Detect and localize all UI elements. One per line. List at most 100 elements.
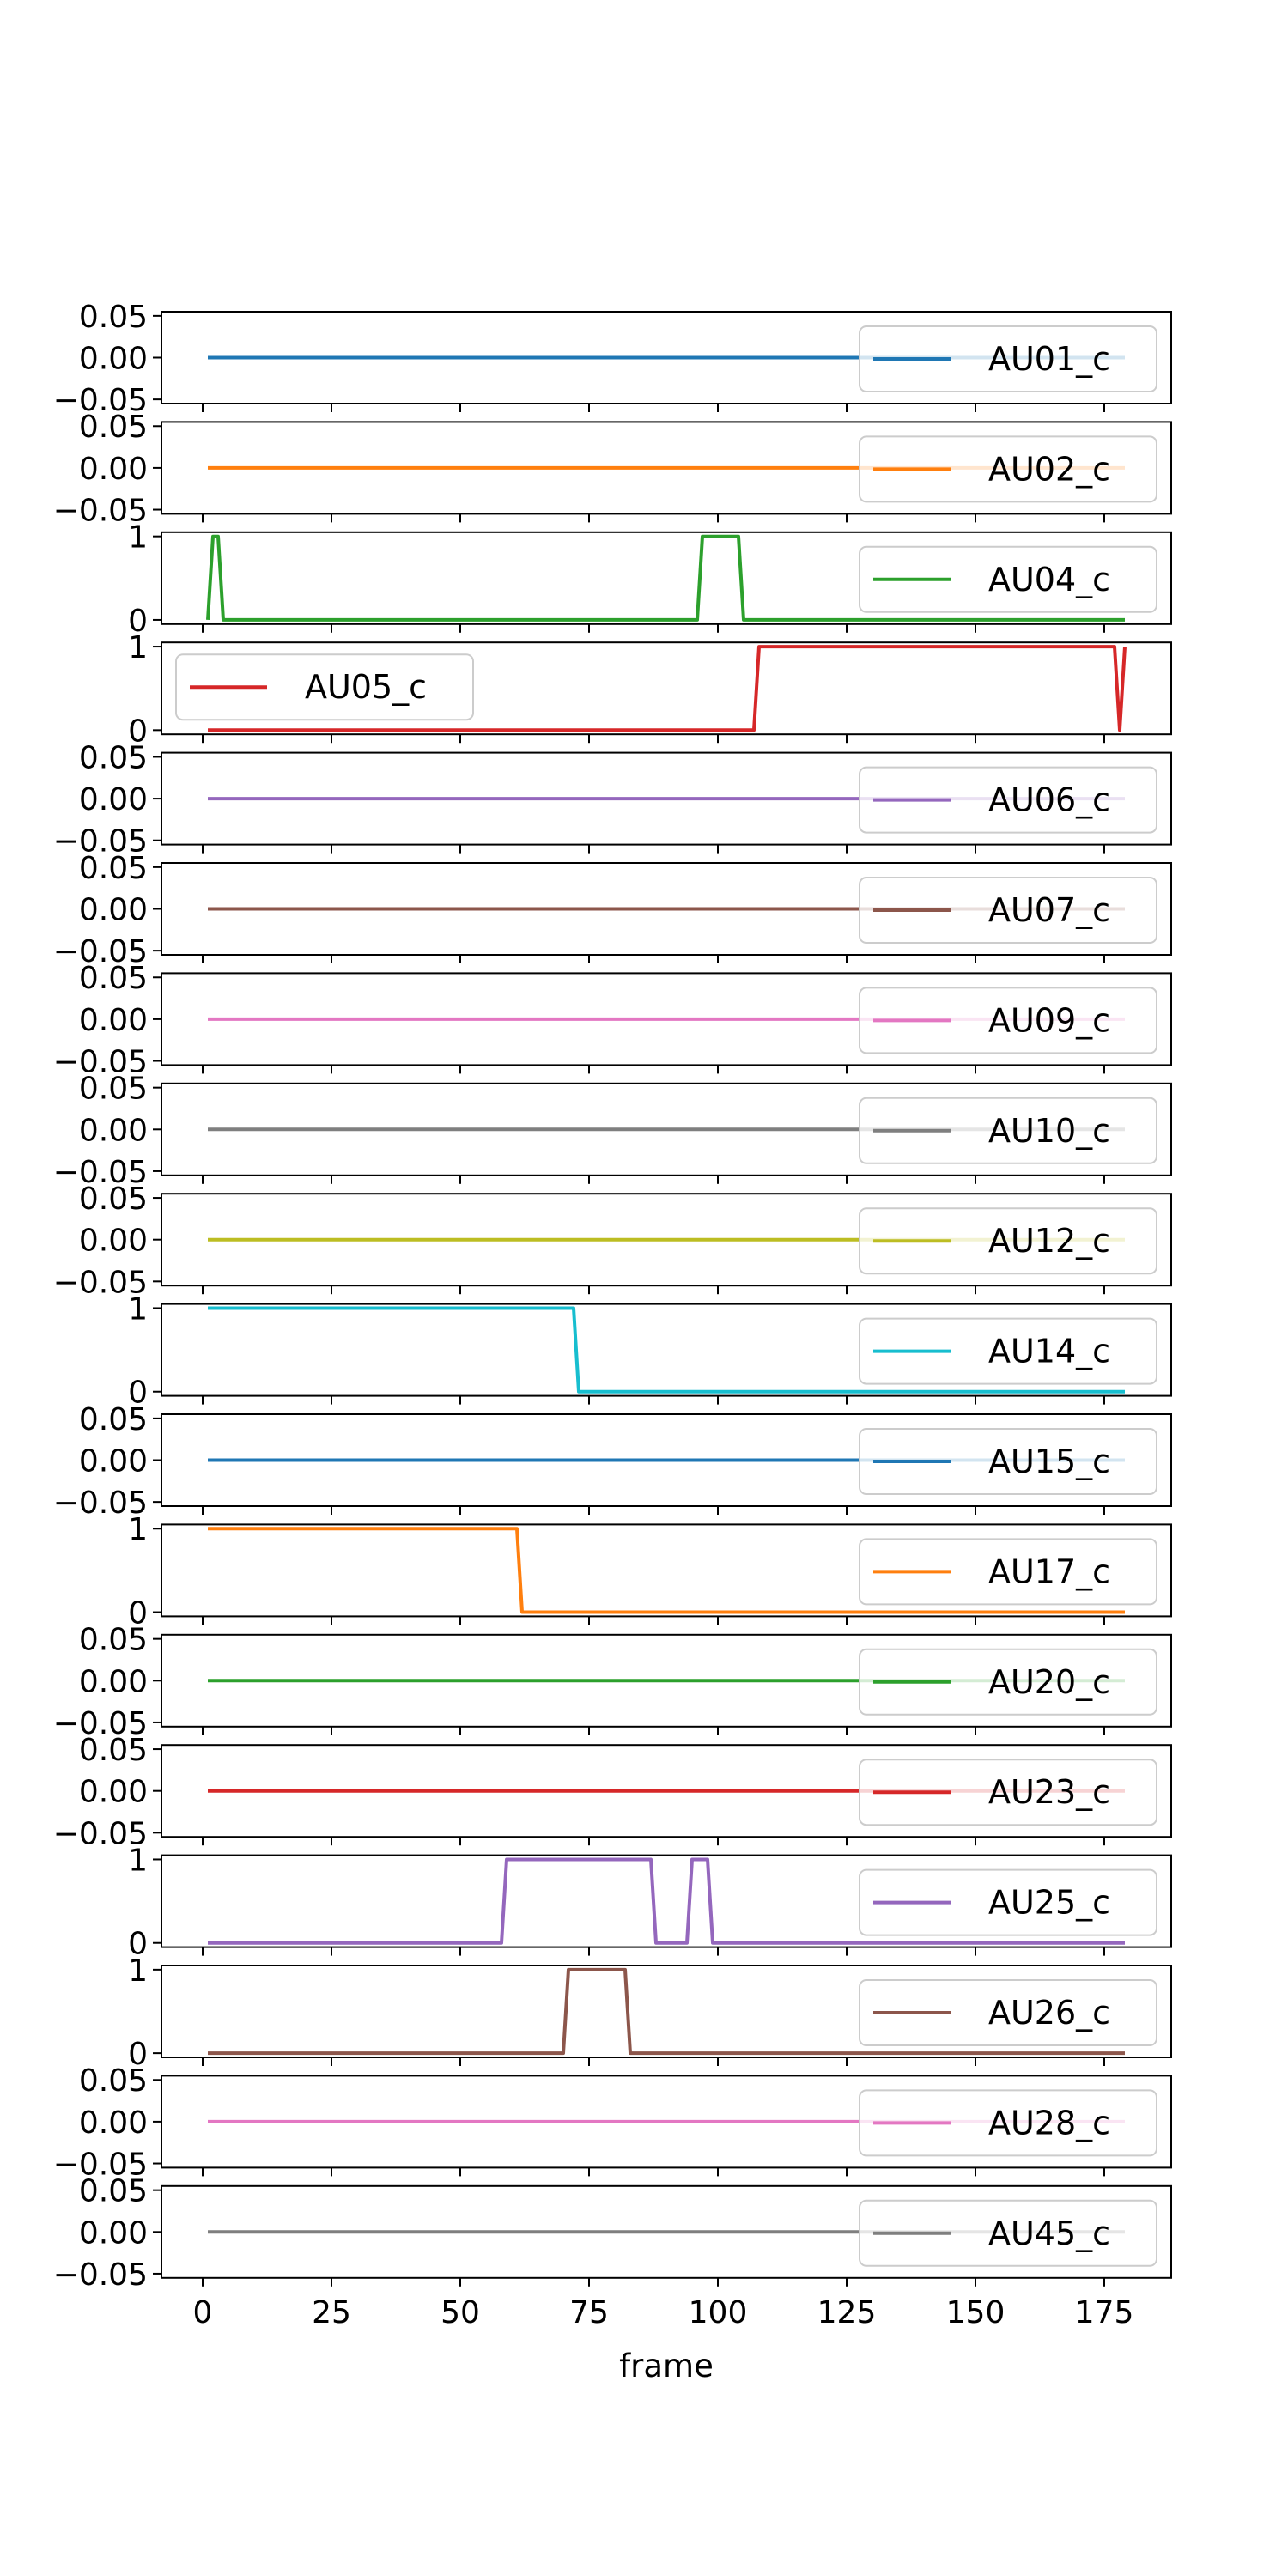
legend-label: AU05_c [305, 668, 427, 706]
subplot-au06-c: 0.05 0.00 −0.05 AU06_c [53, 740, 1172, 860]
subplot-au14-c: 1 0 AU14_c [128, 1291, 1172, 1411]
legend-au12-c: AU12_c [859, 1207, 1157, 1275]
y-tick-label: −0.05 [53, 1265, 148, 1300]
subplot-au26-c: 1 0 AU26_c [128, 1953, 1172, 2072]
subplot-frame [161, 1523, 1172, 1618]
legend-box [859, 1317, 1157, 1385]
legend-label: AU04_c [988, 561, 1110, 598]
y-tick-label: −0.05 [53, 934, 148, 969]
x-axis-label: frame [619, 2348, 714, 2385]
subplot-frame [161, 972, 1172, 1066]
y-tick-label: 0 [128, 1376, 148, 1411]
y-tick-label: 0.05 [79, 2063, 148, 2099]
subplot-au28-c: 0.05 0.00 −0.05 AU28_c [53, 2063, 1172, 2182]
legend-au02-c: AU02_c [859, 435, 1157, 503]
legend-label: AU28_c [988, 2104, 1110, 2142]
series-line-au05-c [208, 645, 1127, 732]
legend-label: AU09_c [988, 1001, 1110, 1039]
legend-au09-c: AU09_c [859, 987, 1157, 1054]
subplot-au02-c: 0.05 0.00 −0.05 AU02_c [53, 410, 1172, 528]
legend-label: AU23_c [988, 1773, 1110, 1811]
legend-label: AU14_c [988, 1333, 1110, 1370]
y-tick-label: 1 [128, 630, 148, 665]
y-tick-label: −0.05 [53, 1706, 148, 1741]
subplot-au25-c: 1 0 AU25_c [128, 1843, 1172, 1962]
x-tick-label: 175 [1075, 2295, 1134, 2330]
subplot-au45-c: 0.05 0.00 −0.05 AU45_c [53, 2174, 1172, 2293]
legend-au10-c: AU10_c [859, 1097, 1157, 1164]
y-tick-label: −0.05 [53, 493, 148, 528]
subplot-frame [161, 1854, 1172, 1948]
subplot-frame [161, 1303, 1172, 1397]
legend-au28-c: AU28_c [859, 2089, 1157, 2157]
subplot-au23-c: 0.05 0.00 −0.05 AU23_c [53, 1733, 1172, 1851]
subplot-au05-c: 1 0 AU05_c [128, 630, 1172, 749]
subplot-frame [161, 421, 1172, 515]
y-tick-label: 0.00 [79, 2215, 148, 2251]
y-tick-label: 0 [128, 714, 148, 749]
y-tick-label: −0.05 [53, 1044, 148, 1079]
y-tick-label: 0.00 [79, 341, 148, 376]
subplot-au04-c: 1 0 AU04_c [128, 520, 1172, 639]
subplot-frame [161, 751, 1172, 846]
legend-au07-c: AU07_c [859, 877, 1157, 944]
y-tick-label: 1 [128, 520, 148, 556]
legend-au26-c: AU26_c [859, 1979, 1157, 2046]
legend-box [859, 1979, 1157, 2046]
legend-label: AU10_c [988, 1112, 1110, 1150]
subplot-frame [161, 641, 1172, 736]
x-tick-label: 100 [689, 2295, 748, 2330]
legend-label: AU17_c [988, 1552, 1110, 1590]
subplot-frame [161, 862, 1172, 956]
subplot-au10-c: 0.05 0.00 −0.05 AU10_c [53, 1072, 1172, 1190]
y-tick-label: 0.05 [79, 300, 148, 335]
legend-box [859, 1097, 1157, 1164]
legend-label: AU01_c [988, 340, 1110, 378]
y-tick-label: 0.00 [79, 452, 148, 487]
y-tick-label: 0.00 [79, 1664, 148, 1699]
legend-label: AU02_c [988, 450, 1110, 488]
y-tick-label: 1 [128, 1953, 148, 1989]
y-tick-label: 0.00 [79, 1003, 148, 1038]
legend-box [859, 1428, 1157, 1495]
subplot-frame [161, 1193, 1172, 1287]
legend-box [859, 987, 1157, 1054]
subplot-frame [161, 1633, 1172, 1728]
y-tick-label: 0.00 [79, 2105, 148, 2141]
y-tick-label: −0.05 [53, 2257, 148, 2293]
series-line-au14-c [208, 1306, 1125, 1394]
subplot-au17-c: 1 0 AU17_c [128, 1512, 1172, 1631]
series-line-au17-c [208, 1527, 1125, 1614]
y-tick-label: 0.00 [79, 1224, 148, 1259]
legend-box [859, 2089, 1157, 2157]
y-tick-label: −0.05 [53, 824, 148, 860]
subplot-frame [161, 311, 1172, 404]
y-tick-label: 0.05 [79, 1072, 148, 1107]
y-tick-label: 0.05 [79, 740, 148, 775]
legend-label: AU26_c [988, 1994, 1110, 2032]
subplot-frame [161, 531, 1172, 625]
legend-au45-c: AU45_c [859, 2199, 1157, 2267]
legend-au14-c: AU14_c [859, 1317, 1157, 1385]
legend-au05-c: AU05_c [175, 653, 474, 721]
y-tick-label: −0.05 [53, 1485, 148, 1521]
y-tick-label: −0.05 [53, 1155, 148, 1190]
subplot-frame [161, 1965, 1172, 2058]
legend-box [859, 435, 1157, 503]
legend-box [859, 2199, 1157, 2267]
legend-label: AU12_c [988, 1222, 1110, 1260]
y-tick-label: 0.05 [79, 1623, 148, 1658]
subplot-frame [161, 1413, 1172, 1507]
y-tick-label: 1 [128, 1512, 148, 1547]
legend-box [859, 325, 1157, 392]
y-tick-label: 0.05 [79, 1733, 148, 1768]
legend-au20-c: AU20_c [859, 1648, 1157, 1716]
subplot-frame [161, 1744, 1172, 1838]
y-tick-label: −0.05 [53, 2147, 148, 2182]
y-tick-label: 0.05 [79, 1182, 148, 1217]
legend-label: AU15_c [988, 1443, 1110, 1480]
legend-au15-c: AU15_c [859, 1428, 1157, 1495]
y-tick-label: 0.00 [79, 1113, 148, 1148]
legend-au25-c: AU25_c [859, 1868, 1157, 1936]
